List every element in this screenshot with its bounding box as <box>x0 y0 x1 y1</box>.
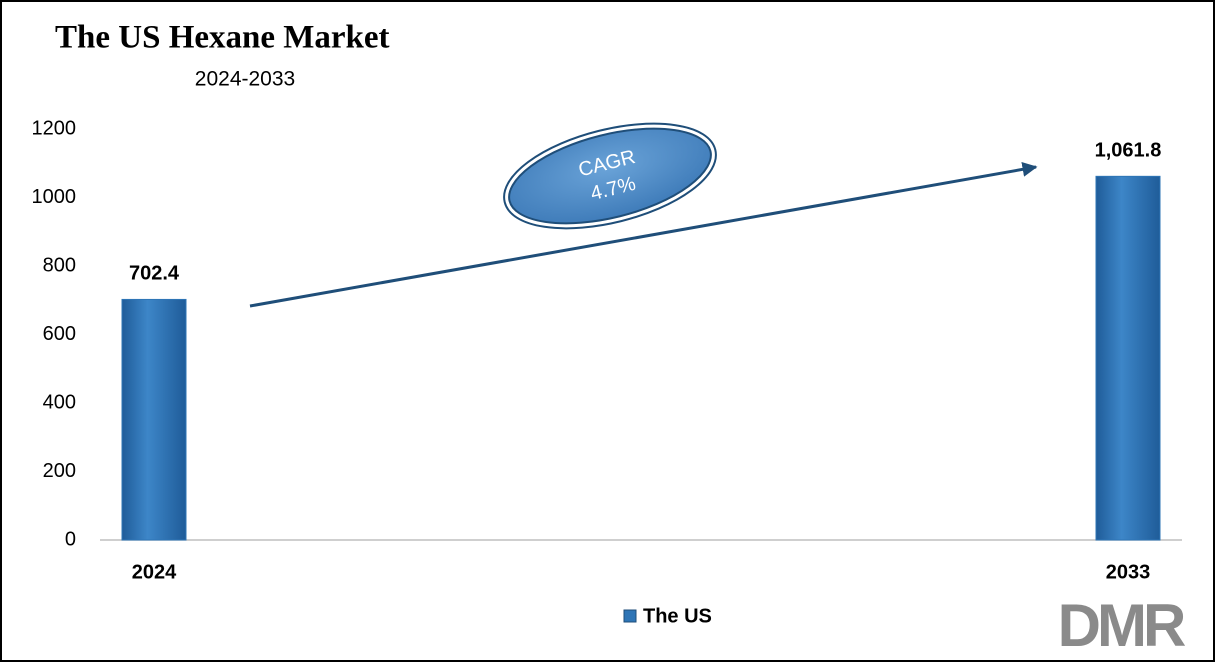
y-tick-label: 1200 <box>32 117 77 139</box>
cagr-ellipse-inner <box>505 124 715 228</box>
logo: DMR <box>1058 592 1186 659</box>
bar <box>1095 175 1161 541</box>
chart-subtitle: 2024-2033 <box>195 68 295 91</box>
x-tick-label: 2033 <box>1106 561 1151 583</box>
cagr-badge: CAGR 4.7% <box>503 122 717 230</box>
y-tick-label: 200 <box>43 460 76 482</box>
bar <box>121 298 187 541</box>
y-tick-label: 400 <box>43 391 76 413</box>
y-tick-label: 800 <box>43 254 76 276</box>
value-label: 1,061.8 <box>1095 140 1162 162</box>
y-tick-label: 600 <box>43 323 76 345</box>
y-tick-label: 1000 <box>32 186 77 208</box>
value-label: 702.4 <box>129 263 180 285</box>
legend-label: The US <box>643 605 712 627</box>
legend-swatch <box>623 609 637 623</box>
chart-title: The US Hexane Market <box>55 20 390 56</box>
y-tick-label: 0 <box>65 528 76 550</box>
x-tick-label: 2024 <box>132 561 177 583</box>
trend-arrow <box>249 161 1038 308</box>
